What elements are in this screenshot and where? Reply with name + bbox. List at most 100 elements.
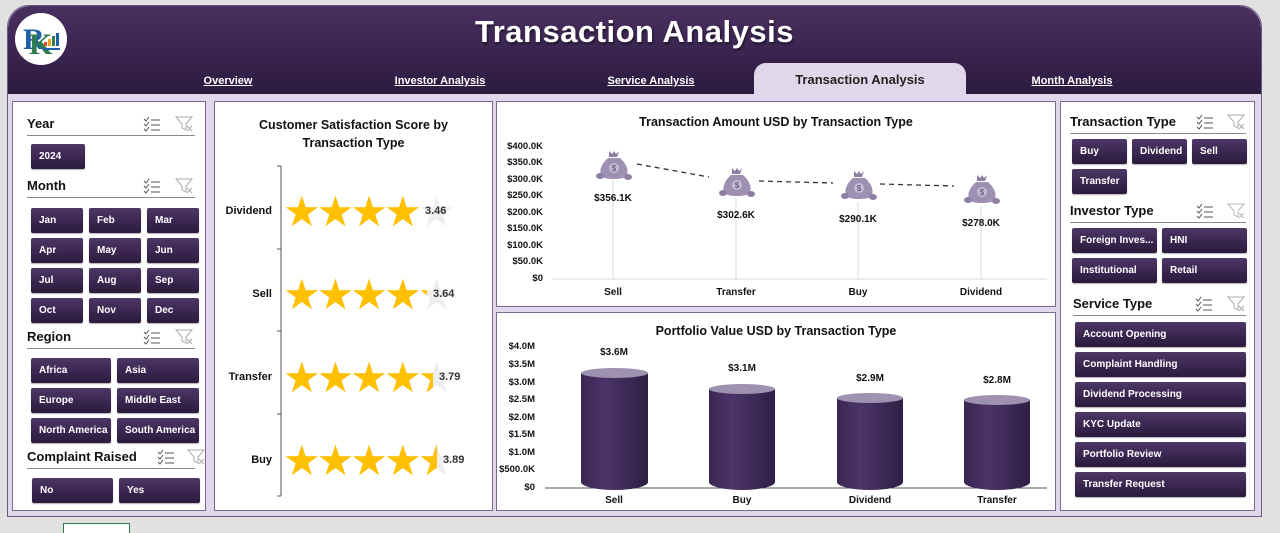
divider (1070, 222, 1246, 223)
line-plot (552, 163, 1047, 280)
investor-institutional-button[interactable]: Institutional (1072, 258, 1157, 283)
service-complaint-handling-button[interactable]: Complaint Handling (1075, 352, 1246, 377)
region-asia-button[interactable]: Asia (117, 358, 199, 383)
satisfaction-chart-panel: Customer Satisfaction Score by Transacti… (214, 101, 493, 511)
data-label: $2.8M (983, 375, 1011, 386)
y-tick: $0 (524, 482, 535, 493)
multi-select-icon[interactable] (1196, 114, 1214, 130)
month-aug-button[interactable]: Aug (89, 268, 141, 293)
x-category: Dividend (848, 495, 892, 506)
multi-select-icon[interactable] (157, 449, 175, 465)
region-middle-east-button[interactable]: Middle East (117, 388, 199, 413)
investor-foreign-button[interactable]: Foreign Inves... (1072, 228, 1157, 253)
selected-cell[interactable] (63, 523, 130, 533)
clear-filter-icon[interactable] (187, 449, 205, 465)
tab-investor-analysis[interactable]: Investor Analysis (394, 75, 486, 87)
money-bag-icon: $ (841, 171, 877, 200)
multi-select-icon[interactable] (143, 178, 161, 194)
y-tick: $4.0M (508, 341, 535, 352)
region-europe-button[interactable]: Europe (31, 388, 111, 413)
rk-logo-icon: R K (15, 13, 67, 65)
y-tick: $500.0K (499, 464, 535, 475)
category-label: Dividend (225, 205, 272, 217)
page-title: Transaction Analysis (475, 14, 794, 49)
tab-month-analysis[interactable]: Month Analysis (1031, 75, 1113, 87)
month-nov-button[interactable]: Nov (89, 298, 141, 323)
month-jan-button[interactable]: Jan (31, 208, 83, 233)
clear-filter-icon[interactable] (1227, 296, 1245, 312)
year-2024-button[interactable]: 2024 (31, 144, 85, 169)
clear-filter-icon[interactable] (1227, 203, 1245, 219)
data-label: 3.79 (439, 371, 461, 383)
month-slicer-header: Month (27, 174, 195, 198)
region-africa-button[interactable]: Africa (31, 358, 111, 383)
y-tick: $2.0M (508, 412, 535, 423)
month-jun-button[interactable]: Jun (147, 238, 199, 263)
investor-retail-button[interactable]: Retail (1162, 258, 1247, 283)
complaint-yes-button[interactable]: Yes (119, 478, 200, 503)
bar-dividend (837, 393, 903, 490)
service-kyc-update-button[interactable]: KYC Update (1075, 412, 1246, 437)
tab-transaction-analysis[interactable]: Transaction Analysis (754, 63, 966, 96)
investor-hni-button[interactable]: HNI (1162, 228, 1247, 253)
month-apr-button[interactable]: Apr (31, 238, 83, 263)
data-label: $3.6M (600, 347, 628, 358)
star-filled-icon: ★★★★★ (283, 275, 427, 315)
multi-select-icon[interactable] (143, 116, 161, 132)
transaction-buy-button[interactable]: Buy (1072, 139, 1127, 164)
divider (27, 348, 195, 349)
category-label: Buy (251, 454, 272, 466)
service-portfolio-review-button[interactable]: Portfolio Review (1075, 442, 1246, 467)
dashboard: R K Transaction Analysis Overview Invest… (7, 5, 1262, 517)
month-sep-button[interactable]: Sep (147, 268, 199, 293)
tab-service-analysis[interactable]: Service Analysis (607, 75, 695, 87)
transaction-transfer-button[interactable]: Transfer (1072, 169, 1127, 194)
month-may-button[interactable]: May (89, 238, 141, 263)
star-empty-icon: ★★★★★ (283, 354, 455, 401)
divider (1073, 315, 1246, 316)
y-tick: $150.0K (507, 223, 543, 234)
y-tick: $1.0M (508, 447, 535, 458)
region-north-america-button[interactable]: North America (31, 418, 111, 443)
data-label: $3.1M (728, 363, 756, 374)
y-tick: $250.0K (507, 190, 543, 201)
svg-text:R: R (23, 23, 45, 56)
right-filter-panel: Transaction Type Buy Dividend Sell Trans… (1060, 101, 1255, 511)
month-oct-button[interactable]: Oct (31, 298, 83, 323)
month-feb-button[interactable]: Feb (89, 208, 141, 233)
clear-filter-icon[interactable] (175, 116, 193, 132)
service-transfer-request-button[interactable]: Transfer Request (1075, 472, 1246, 497)
month-mar-button[interactable]: Mar (147, 208, 199, 233)
clear-filter-icon[interactable] (1227, 114, 1245, 130)
x-category: Sell (604, 287, 622, 298)
year-slicer-title: Year (27, 116, 55, 131)
month-jul-button[interactable]: Jul (31, 268, 83, 293)
investor-type-slicer-header: Investor Type (1070, 199, 1246, 223)
region-slicer-header: Region (27, 325, 195, 349)
clear-filter-icon[interactable] (175, 329, 193, 345)
star-filled-icon: ★★★★★ (283, 358, 433, 398)
tab-overview[interactable]: Overview (203, 75, 253, 87)
service-dividend-processing-button[interactable]: Dividend Processing (1075, 382, 1246, 407)
y-axis (277, 165, 282, 497)
y-tick: $100.0K (507, 240, 543, 251)
multi-select-icon[interactable] (143, 329, 161, 345)
service-account-opening-button[interactable]: Account Opening (1075, 322, 1246, 347)
multi-select-icon[interactable] (1195, 296, 1213, 312)
transaction-dividend-button[interactable]: Dividend (1132, 139, 1187, 164)
region-south-america-button[interactable]: South America (117, 418, 199, 443)
clear-filter-icon[interactable] (175, 178, 193, 194)
y-tick: $2.5M (508, 394, 535, 405)
region-slicer-title: Region (27, 329, 72, 344)
divider (27, 135, 195, 136)
y-tick: $200.0K (507, 207, 543, 218)
x-category: Buy (732, 495, 752, 506)
month-dec-button[interactable]: Dec (147, 298, 199, 323)
transaction-sell-button[interactable]: Sell (1192, 139, 1247, 164)
complaint-no-button[interactable]: No (32, 478, 113, 503)
service-type-slicer-header: Service Type (1073, 292, 1246, 316)
x-category: Transfer (716, 287, 756, 298)
category-label: Transfer (228, 371, 272, 383)
multi-select-icon[interactable] (1196, 203, 1214, 219)
y-tick: $0 (532, 273, 543, 284)
